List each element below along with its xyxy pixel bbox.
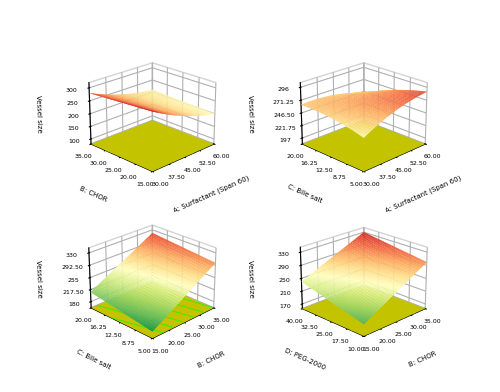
Y-axis label: B: CHOR: B: CHOR xyxy=(78,185,108,203)
X-axis label: B: CHOR: B: CHOR xyxy=(196,350,226,369)
X-axis label: B: CHOR: B: CHOR xyxy=(408,350,438,367)
Y-axis label: C: Bile salt: C: Bile salt xyxy=(286,184,323,204)
Y-axis label: C: Bile salt: C: Bile salt xyxy=(76,349,112,371)
Y-axis label: D: PEG-2000: D: PEG-2000 xyxy=(284,347,326,370)
X-axis label: A: Surfactant (Span 60): A: Surfactant (Span 60) xyxy=(384,174,462,214)
X-axis label: A: Surfactant (Span 60): A: Surfactant (Span 60) xyxy=(172,174,250,214)
